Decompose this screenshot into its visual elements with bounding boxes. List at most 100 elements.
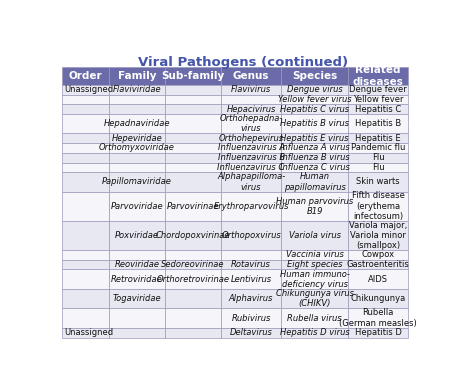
Text: Papillomaviridae: Papillomaviridae bbox=[102, 178, 172, 186]
Text: Species: Species bbox=[292, 71, 337, 81]
Text: Sedoreovirinae: Sedoreovirinae bbox=[161, 260, 225, 269]
Bar bbox=[165, 163, 221, 172]
Bar bbox=[221, 104, 281, 114]
Text: Fifth disease
(erythema
infectosum): Fifth disease (erythema infectosum) bbox=[352, 191, 404, 221]
Bar bbox=[221, 260, 281, 269]
Bar bbox=[348, 94, 408, 104]
Bar bbox=[348, 114, 408, 133]
Text: Alphapapilloma-
virus: Alphapapilloma- virus bbox=[217, 172, 285, 192]
Bar bbox=[281, 172, 348, 192]
Text: Hepacivirus: Hepacivirus bbox=[227, 104, 276, 114]
Text: Hepatitis B: Hepatitis B bbox=[355, 119, 401, 128]
Text: Flaviviridae: Flaviviridae bbox=[112, 85, 161, 94]
Text: Deltavirus: Deltavirus bbox=[229, 328, 273, 337]
Text: Human
papillomavirus: Human papillomavirus bbox=[283, 172, 346, 192]
Text: Dengue virus: Dengue virus bbox=[287, 85, 342, 94]
Text: Hepatitis C: Hepatitis C bbox=[355, 104, 401, 114]
Text: Reoviridae: Reoviridae bbox=[114, 260, 159, 269]
Bar bbox=[281, 133, 348, 143]
Bar bbox=[221, 308, 281, 328]
Bar bbox=[348, 308, 408, 328]
Bar bbox=[62, 289, 109, 308]
Text: Order: Order bbox=[68, 71, 102, 81]
Bar bbox=[348, 67, 408, 85]
Text: Togaviridae: Togaviridae bbox=[112, 294, 161, 303]
Bar bbox=[109, 172, 165, 192]
Text: Hepatitis C virus: Hepatitis C virus bbox=[280, 104, 349, 114]
Text: Orthopoxvirus: Orthopoxvirus bbox=[221, 231, 281, 240]
Bar bbox=[62, 221, 109, 250]
Bar bbox=[281, 143, 348, 153]
Bar bbox=[165, 133, 221, 143]
Text: Hepatitis E virus: Hepatitis E virus bbox=[280, 134, 349, 143]
Bar bbox=[348, 192, 408, 221]
Bar bbox=[221, 192, 281, 221]
Bar bbox=[109, 104, 165, 114]
Bar bbox=[221, 94, 281, 104]
Bar bbox=[109, 114, 165, 133]
Bar bbox=[348, 133, 408, 143]
Bar bbox=[165, 153, 221, 163]
Bar bbox=[281, 328, 348, 338]
Bar bbox=[221, 114, 281, 133]
Bar bbox=[165, 221, 221, 250]
Text: Vaccinia virus: Vaccinia virus bbox=[286, 250, 344, 259]
Bar bbox=[221, 143, 281, 153]
Text: Flavivirus: Flavivirus bbox=[231, 85, 271, 94]
Text: Lentivirus: Lentivirus bbox=[230, 275, 272, 284]
Text: Flu: Flu bbox=[372, 163, 384, 172]
Text: Flu: Flu bbox=[372, 153, 384, 162]
Bar bbox=[221, 289, 281, 308]
Text: Variola major,
Variola minor
(smallpox): Variola major, Variola minor (smallpox) bbox=[349, 221, 407, 250]
Text: Family: Family bbox=[118, 71, 156, 81]
Bar bbox=[348, 172, 408, 192]
Bar bbox=[165, 250, 221, 260]
Bar bbox=[62, 114, 109, 133]
Bar bbox=[348, 104, 408, 114]
Bar bbox=[109, 143, 165, 153]
Text: Human immuno-
deficiency virus: Human immuno- deficiency virus bbox=[280, 269, 349, 289]
Bar bbox=[281, 192, 348, 221]
Bar bbox=[348, 163, 408, 172]
Bar bbox=[165, 143, 221, 153]
Text: Influenza C virus: Influenza C virus bbox=[280, 163, 349, 172]
Bar bbox=[109, 250, 165, 260]
Bar bbox=[221, 85, 281, 94]
Bar bbox=[109, 133, 165, 143]
Bar bbox=[348, 269, 408, 289]
Bar bbox=[109, 192, 165, 221]
Text: Orthohepevirus: Orthohepevirus bbox=[219, 134, 283, 143]
Bar bbox=[165, 260, 221, 269]
Text: Pandemic flu: Pandemic flu bbox=[351, 144, 405, 152]
Bar bbox=[109, 308, 165, 328]
Bar bbox=[348, 221, 408, 250]
Bar bbox=[281, 94, 348, 104]
Bar bbox=[348, 143, 408, 153]
Bar bbox=[62, 260, 109, 269]
Text: Influenza B virus: Influenza B virus bbox=[280, 153, 349, 162]
Bar bbox=[221, 67, 281, 85]
Text: Viral Pathogens (continued): Viral Pathogens (continued) bbox=[138, 56, 348, 69]
Bar bbox=[62, 85, 109, 94]
Bar bbox=[281, 221, 348, 250]
Bar bbox=[281, 269, 348, 289]
Text: Sub-family: Sub-family bbox=[162, 71, 225, 81]
Text: Yellow fever: Yellow fever bbox=[353, 95, 403, 104]
Text: Alphavirus: Alphavirus bbox=[229, 294, 273, 303]
Bar bbox=[281, 260, 348, 269]
Text: Unassigned: Unassigned bbox=[64, 85, 113, 94]
Text: Cowpox: Cowpox bbox=[362, 250, 394, 259]
Text: Rotavirus: Rotavirus bbox=[231, 260, 271, 269]
Bar bbox=[221, 328, 281, 338]
Bar bbox=[62, 143, 109, 153]
Text: Influenzavirus B: Influenzavirus B bbox=[218, 153, 285, 162]
Bar bbox=[281, 250, 348, 260]
Bar bbox=[109, 328, 165, 338]
Bar bbox=[165, 192, 221, 221]
Text: Related
diseases: Related diseases bbox=[353, 65, 403, 87]
Bar bbox=[348, 289, 408, 308]
Bar bbox=[221, 133, 281, 143]
Bar bbox=[281, 114, 348, 133]
Text: Chordopoxvirinae: Chordopoxvirinae bbox=[156, 231, 230, 240]
Bar bbox=[62, 269, 109, 289]
